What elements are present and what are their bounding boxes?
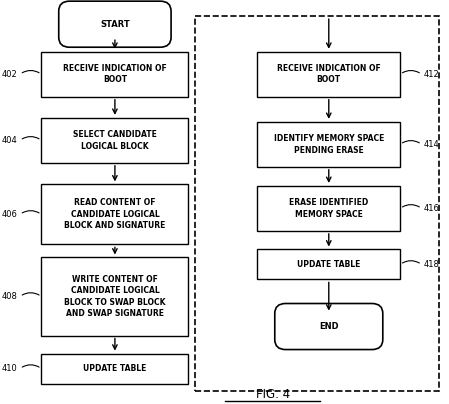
Text: 406: 406 (2, 210, 18, 219)
Text: UPDATE TABLE: UPDATE TABLE (297, 260, 361, 269)
Text: RECEIVE INDICATION OF
BOOT: RECEIVE INDICATION OF BOOT (277, 64, 381, 84)
FancyBboxPatch shape (257, 122, 400, 167)
FancyBboxPatch shape (41, 257, 189, 336)
Text: 404: 404 (2, 136, 18, 145)
Text: FIG. 4: FIG. 4 (255, 387, 290, 401)
Text: SELECT CANDIDATE
LOGICAL BLOCK: SELECT CANDIDATE LOGICAL BLOCK (73, 130, 157, 151)
Text: 416: 416 (424, 204, 440, 213)
FancyBboxPatch shape (41, 354, 189, 383)
Text: 410: 410 (2, 364, 18, 373)
Text: 414: 414 (424, 140, 440, 149)
Text: IDENTIFY MEMORY SPACE
PENDING ERASE: IDENTIFY MEMORY SPACE PENDING ERASE (273, 134, 384, 155)
Text: 408: 408 (2, 292, 18, 301)
FancyBboxPatch shape (41, 118, 189, 163)
Text: READ CONTENT OF
CANDIDATE LOGICAL
BLOCK AND SIGNATURE: READ CONTENT OF CANDIDATE LOGICAL BLOCK … (64, 198, 166, 230)
Text: END: END (319, 322, 339, 331)
FancyBboxPatch shape (41, 184, 189, 244)
Text: START: START (100, 20, 130, 29)
Text: ERASE IDENTIFIED
MEMORY SPACE: ERASE IDENTIFIED MEMORY SPACE (289, 198, 369, 219)
FancyBboxPatch shape (41, 52, 189, 97)
Text: 402: 402 (2, 70, 18, 79)
FancyBboxPatch shape (257, 186, 400, 231)
Text: RECEIVE INDICATION OF
BOOT: RECEIVE INDICATION OF BOOT (63, 64, 167, 84)
FancyBboxPatch shape (257, 249, 400, 280)
FancyBboxPatch shape (59, 1, 171, 47)
FancyBboxPatch shape (275, 303, 383, 349)
FancyBboxPatch shape (257, 52, 400, 97)
Text: WRITE CONTENT OF
CANDIDATE LOGICAL
BLOCK TO SWAP BLOCK
AND SWAP SIGNATURE: WRITE CONTENT OF CANDIDATE LOGICAL BLOCK… (64, 275, 166, 318)
Text: 418: 418 (424, 260, 440, 269)
Text: UPDATE TABLE: UPDATE TABLE (83, 364, 146, 373)
Text: 412: 412 (424, 70, 440, 79)
